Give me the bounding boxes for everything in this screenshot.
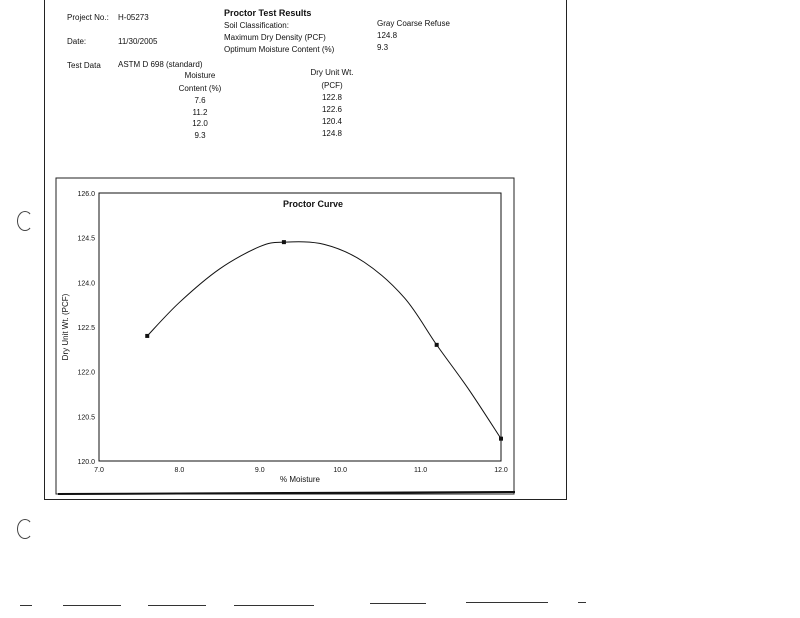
x-tick-label: 7.0 (94, 467, 104, 474)
table-row: 7.6 (190, 96, 210, 105)
scan-mark (578, 602, 586, 603)
y-axis-label: Dry Unit Wt. (PCF) (61, 293, 70, 360)
chart-title: Proctor Curve (283, 199, 343, 209)
table-row: 12.0 (190, 119, 210, 128)
scan-mark (148, 605, 206, 606)
scan-mark (234, 605, 314, 606)
proctor-curve-line (146, 241, 502, 439)
soil-classification-label: Soil Classification: (224, 21, 289, 30)
moisture-header-line2: Content (%) (178, 84, 222, 93)
y-tick-label: 122.5 (77, 325, 95, 332)
project-value: H-05273 (118, 13, 149, 22)
moisture-cell: 11.2 (192, 108, 208, 117)
page-border-bottom (44, 499, 567, 500)
y-tick-label: 124.0 (77, 280, 95, 287)
x-tick-label: 8.0 (175, 467, 185, 474)
max-dry-density-value: 124.8 (377, 31, 398, 40)
x-tick-label: 11.0 (414, 467, 427, 474)
data-point (145, 333, 150, 338)
test-data-label: Test Data (67, 61, 101, 70)
scan-mark (63, 605, 121, 606)
y-tick-label: 126.0 (77, 191, 95, 198)
scan-mark (370, 603, 426, 604)
page-border-left (44, 0, 45, 500)
moisture-column: Moisture Content (%) (170, 71, 230, 93)
moisture-cell: 7.6 (194, 96, 206, 105)
moisture-cell: 12.0 (192, 119, 208, 128)
proctor-chart: Proctor Curve % Moisture Dry Unit Wt. (P… (55, 177, 516, 495)
chart-frame (55, 177, 515, 495)
binder-hole (17, 211, 33, 231)
optimum-moisture-label: Optimum Moisture Content (%) (224, 45, 335, 54)
soil-classification-value: Gray Coarse Refuse (377, 19, 450, 28)
x-axis-label: % Moisture (280, 475, 321, 484)
binder-hole (17, 519, 33, 539)
data-point (281, 240, 286, 245)
table-row: 9.3 (190, 131, 210, 140)
y-tick-label: 120.0 (77, 459, 95, 466)
moisture-cell: 9.3 (194, 131, 206, 140)
max-dry-density-label: Maximum Dry Density (PCF) (224, 33, 326, 42)
scan-mark (466, 602, 548, 603)
x-tick-label: 12.0 (494, 467, 508, 474)
data-point (499, 436, 503, 441)
x-tick-label: 9.0 (255, 467, 265, 474)
density-cell: 122.6 (321, 105, 343, 114)
density-header-line1: Dry Unit Wt. (310, 68, 354, 77)
density-cell: 122.8 (321, 93, 343, 102)
moisture-header-line1: Moisture (184, 71, 216, 80)
project-label: Project No.: (67, 13, 109, 22)
report-title: Proctor Test Results (224, 8, 312, 18)
y-tick-label: 122.0 (77, 370, 95, 377)
density-cell: 124.8 (321, 129, 343, 138)
date-value: 11/30/2005 (118, 37, 158, 46)
date-label: Date: (67, 37, 87, 46)
x-tick-label: 10.0 (333, 467, 347, 474)
data-point (434, 342, 439, 347)
chart-frame-shadow (57, 491, 516, 495)
scan-mark (20, 605, 32, 606)
table-row: 11.2 (190, 108, 210, 117)
density-cell: 120.4 (321, 117, 343, 126)
page-border-right (566, 0, 567, 500)
y-tick-label: 124.5 (77, 236, 95, 243)
plot-area (98, 192, 502, 462)
test-data-value: ASTM D 698 (standard) (118, 60, 203, 69)
density-header-line2: (PCF) (321, 81, 343, 90)
optimum-moisture-value: 9.3 (377, 43, 389, 52)
y-tick-label: 120.5 (77, 414, 95, 421)
density-column: Dry Unit Wt. (PCF) (300, 68, 364, 90)
